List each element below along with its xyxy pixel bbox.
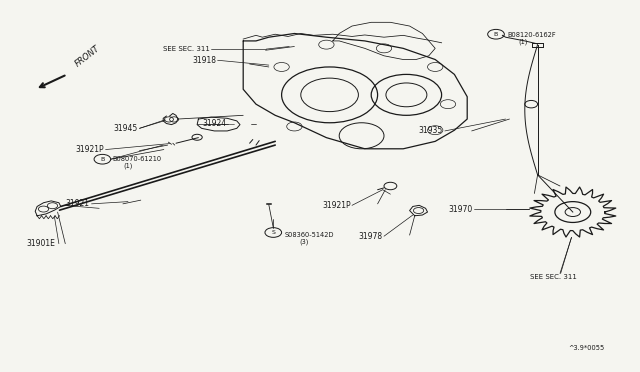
Text: 31970: 31970 [448,205,472,214]
Text: (3): (3) [300,238,309,245]
Text: B: B [100,157,104,162]
Text: 31918: 31918 [193,56,216,65]
Text: SEE SEC. 311: SEE SEC. 311 [163,46,210,52]
Text: 31945: 31945 [113,124,138,133]
Text: 31921P: 31921P [75,145,104,154]
Text: (1): (1) [518,38,528,45]
Text: (1): (1) [123,162,132,169]
Text: B: B [494,32,498,37]
Text: 31935: 31935 [419,126,443,135]
Text: 31924: 31924 [202,119,227,128]
Text: SEE SEC. 311: SEE SEC. 311 [530,274,577,280]
Text: S: S [271,230,275,235]
Text: FRONT: FRONT [74,44,102,69]
Text: 31901E: 31901E [27,239,56,248]
Text: ^3.9*0055: ^3.9*0055 [568,345,605,351]
Text: S08360-5142D: S08360-5142D [285,232,334,238]
Text: 31921P: 31921P [322,201,351,210]
Text: B08120-6162F: B08120-6162F [507,32,556,38]
Text: B08070-61210: B08070-61210 [113,156,162,162]
Text: 31921: 31921 [66,199,90,208]
Text: 31978: 31978 [358,232,383,241]
